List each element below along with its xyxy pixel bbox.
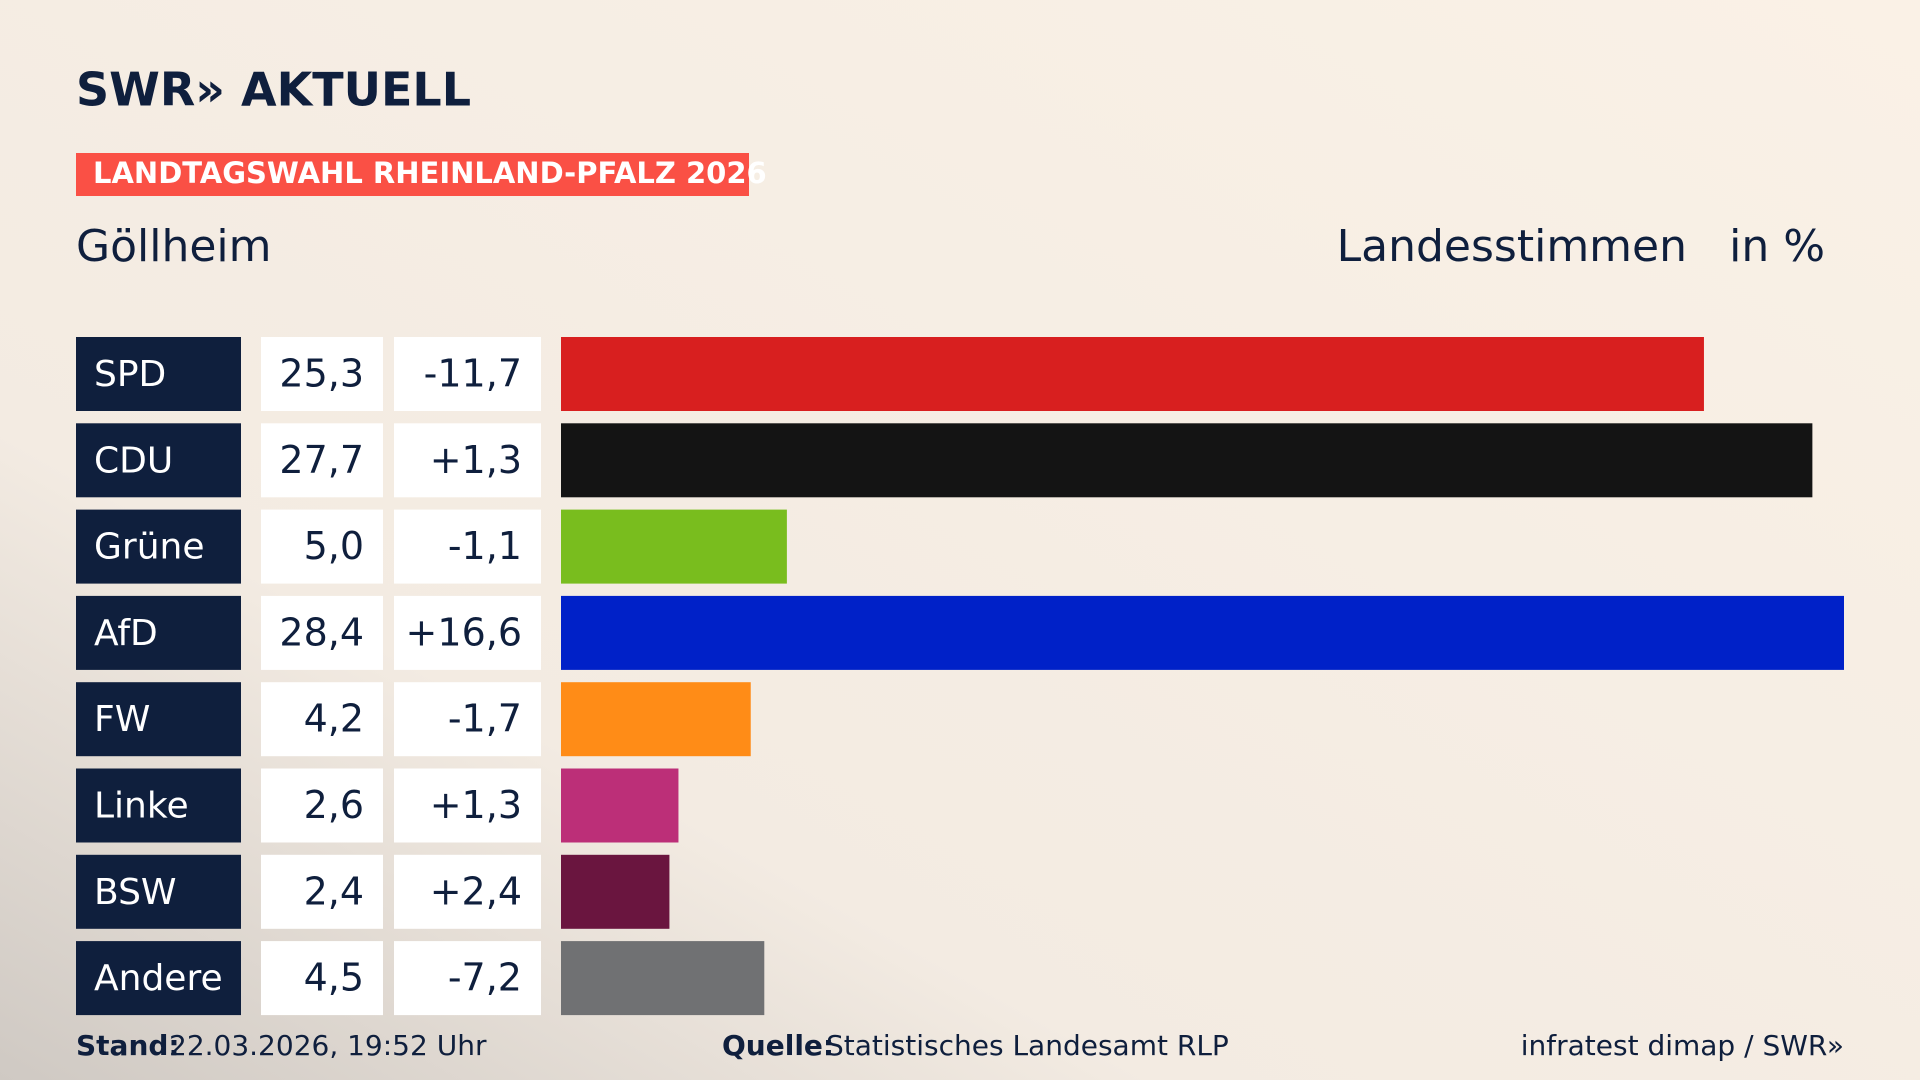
bar: [561, 595, 1844, 670]
party-label: Andere: [94, 958, 223, 999]
source-label: Quelle:: [722, 1029, 834, 1062]
change-label: -1,7: [448, 697, 522, 741]
stand-label: Stand:: [76, 1029, 180, 1062]
value-label: 27,7: [279, 438, 364, 482]
party-label: BSW: [94, 872, 177, 913]
change-box: [394, 768, 541, 843]
change-label: +2,4: [430, 869, 522, 913]
party-label: Grüne: [94, 527, 204, 568]
bar: [561, 941, 765, 1016]
change-box: [394, 854, 541, 929]
credit: infratest dimap / SWR»: [1521, 1029, 1844, 1062]
value-label: 4,5: [304, 956, 364, 1000]
banner-bg: [76, 153, 749, 196]
value-box: [261, 595, 383, 670]
bar: [561, 337, 1704, 411]
value-box: [261, 768, 383, 843]
change-box: [394, 509, 541, 584]
change-box: [394, 337, 541, 411]
party-label: SPD: [94, 354, 166, 395]
unit: in %: [1729, 221, 1825, 272]
value-label: 2,4: [304, 869, 364, 913]
change-label: -1,1: [448, 524, 522, 568]
bar: [561, 682, 751, 757]
party-label: FW: [94, 699, 150, 740]
party-box: [76, 509, 241, 584]
party-box: [76, 854, 241, 929]
value-box: [261, 854, 383, 929]
change-label: +1,3: [430, 438, 522, 482]
party-label: CDU: [94, 440, 173, 481]
value-label: 28,4: [279, 610, 364, 654]
party-box: [76, 423, 241, 498]
value-box: [261, 337, 383, 411]
value-label: 2,6: [304, 783, 364, 827]
party-box: [76, 941, 241, 1016]
party-box: [76, 595, 241, 670]
change-box: [394, 423, 541, 498]
chart-title: Göllheim: [76, 221, 272, 272]
party-label: AfD: [94, 613, 158, 654]
party-box: [76, 682, 241, 757]
change-label: -11,7: [424, 352, 522, 396]
party-box: [76, 337, 241, 411]
change-box: [394, 595, 541, 670]
stand: 22.03.2026, 19:52 Uhr: [169, 1029, 487, 1062]
value-box: [261, 682, 383, 757]
change-label: -7,2: [448, 956, 522, 1000]
value-box: [261, 509, 383, 584]
source: Statistisches Landesamt RLP: [826, 1029, 1229, 1062]
value-box: [261, 941, 383, 1016]
banner: LANDTAGSWAHL RHEINLAND-PFALZ 2026: [93, 156, 767, 190]
value-label: 5,0: [304, 524, 364, 568]
party-label: Linke: [94, 786, 189, 827]
measure: Landesstimmen: [1337, 221, 1687, 272]
bar: [561, 768, 679, 843]
change-box: [394, 941, 541, 1016]
party-box: [76, 768, 241, 843]
bar: [561, 509, 787, 584]
logo: SWR» AKTUELL: [76, 63, 471, 117]
change-label: +16,6: [406, 610, 522, 654]
bar: [561, 423, 1813, 498]
change-box: [394, 682, 541, 757]
bar: [561, 854, 670, 929]
value-label: 4,2: [304, 697, 364, 741]
value-box: [261, 423, 383, 498]
value-label: 25,3: [279, 352, 364, 396]
change-label: +1,3: [430, 783, 522, 827]
